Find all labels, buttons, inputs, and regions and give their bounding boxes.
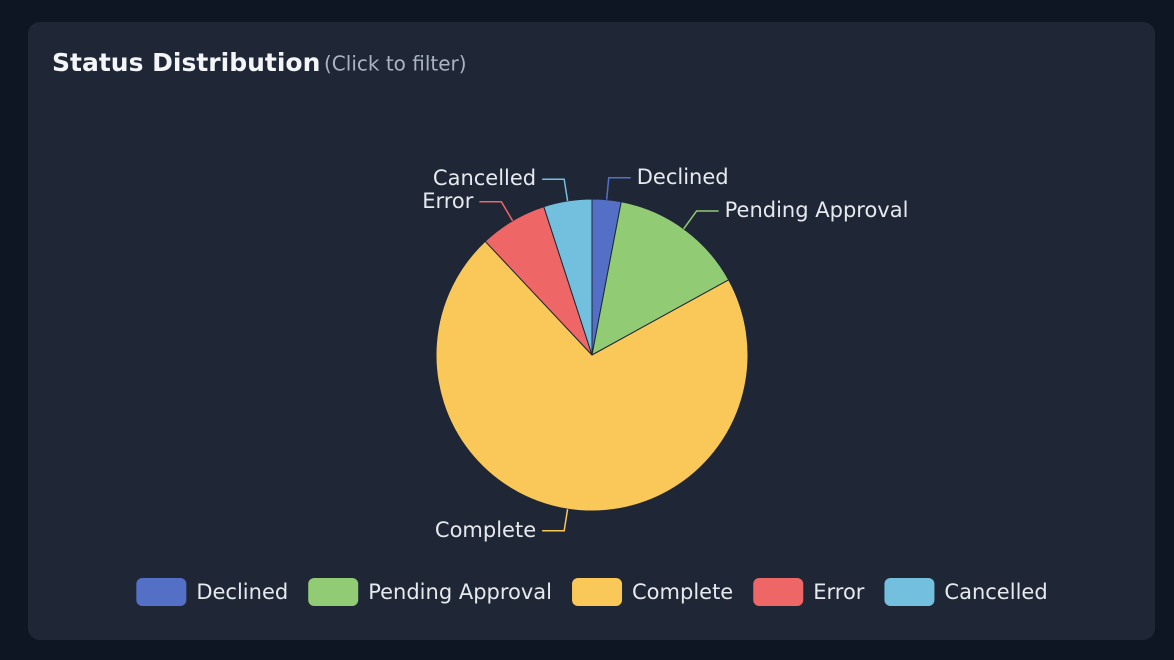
legend-label[interactable]: Error	[813, 580, 865, 604]
slice-label: Declined	[637, 165, 729, 189]
leader-line	[542, 508, 569, 532]
leader-line	[542, 178, 569, 202]
legend-label[interactable]: Declined	[196, 580, 288, 604]
slice-label: Pending Approval	[725, 198, 909, 222]
legend-swatch[interactable]	[136, 578, 187, 606]
legend-label[interactable]: Pending Approval	[368, 580, 552, 604]
slice-label: Complete	[435, 518, 536, 542]
slice-label: Error	[422, 189, 474, 213]
slice-label: Cancelled	[433, 166, 536, 190]
legend-swatch[interactable]	[572, 578, 623, 606]
legend-swatch[interactable]	[308, 578, 359, 606]
chart-title: Status Distribution	[52, 48, 320, 77]
legend-label[interactable]: Complete	[632, 580, 733, 604]
slice[interactable]	[543, 198, 593, 356]
chart-subtitle: (Click to filter)	[324, 52, 467, 76]
leader-line	[479, 201, 514, 222]
legend-label[interactable]: Cancelled	[944, 580, 1047, 604]
slice[interactable]	[435, 240, 749, 512]
leader-line	[683, 210, 719, 230]
legend-swatch[interactable]	[884, 578, 935, 606]
leader-line	[605, 177, 631, 200]
legend-swatch[interactable]	[753, 578, 804, 606]
